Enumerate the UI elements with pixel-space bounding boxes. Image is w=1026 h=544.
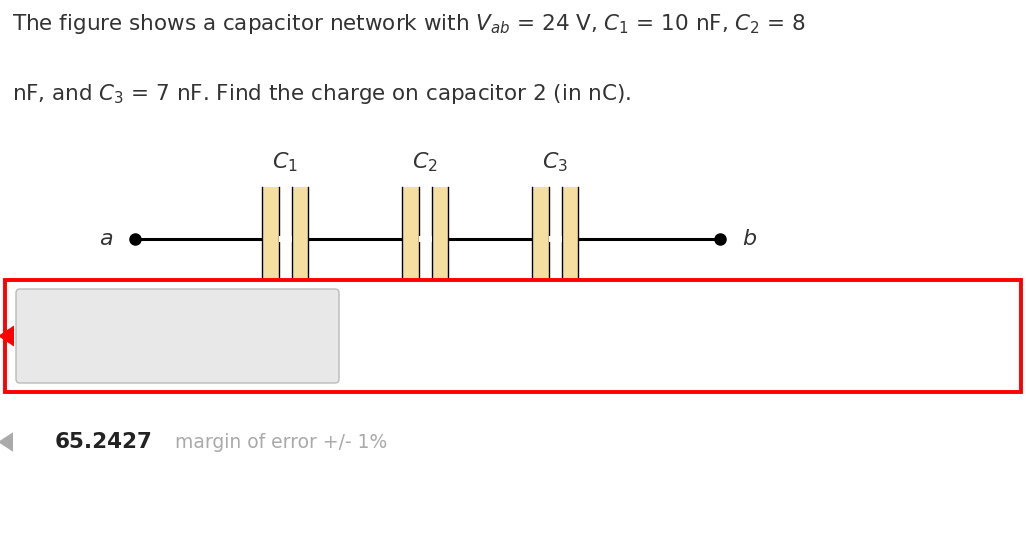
Text: $a$: $a$ xyxy=(98,229,113,249)
Bar xyxy=(532,187,549,292)
Text: 65.2427: 65.2427 xyxy=(55,432,153,452)
Text: $C_1$: $C_1$ xyxy=(272,151,298,175)
Text: $b$: $b$ xyxy=(742,229,757,249)
Bar xyxy=(561,187,578,292)
Bar xyxy=(5,280,1021,392)
FancyBboxPatch shape xyxy=(16,289,339,383)
Text: $C_3$: $C_3$ xyxy=(542,151,568,175)
Bar xyxy=(278,236,291,242)
Bar xyxy=(549,236,561,242)
Bar xyxy=(291,187,308,292)
Text: $C_2$: $C_2$ xyxy=(412,151,438,175)
Text: nF, and $C_3$ = 7 nF. Find the charge on capacitor 2 (in nC).: nF, and $C_3$ = 7 nF. Find the charge on… xyxy=(12,82,631,106)
Polygon shape xyxy=(0,325,14,347)
Bar xyxy=(402,187,419,292)
Bar xyxy=(262,187,278,292)
Text: margin of error +/- 1%: margin of error +/- 1% xyxy=(175,432,387,452)
Polygon shape xyxy=(0,432,13,452)
Text: The figure shows a capacitor network with $V_{ab}$ = 24 V, $C_1$ = 10 nF, $C_2$ : The figure shows a capacitor network wit… xyxy=(12,12,805,36)
Bar xyxy=(419,236,432,242)
Bar xyxy=(432,187,448,292)
